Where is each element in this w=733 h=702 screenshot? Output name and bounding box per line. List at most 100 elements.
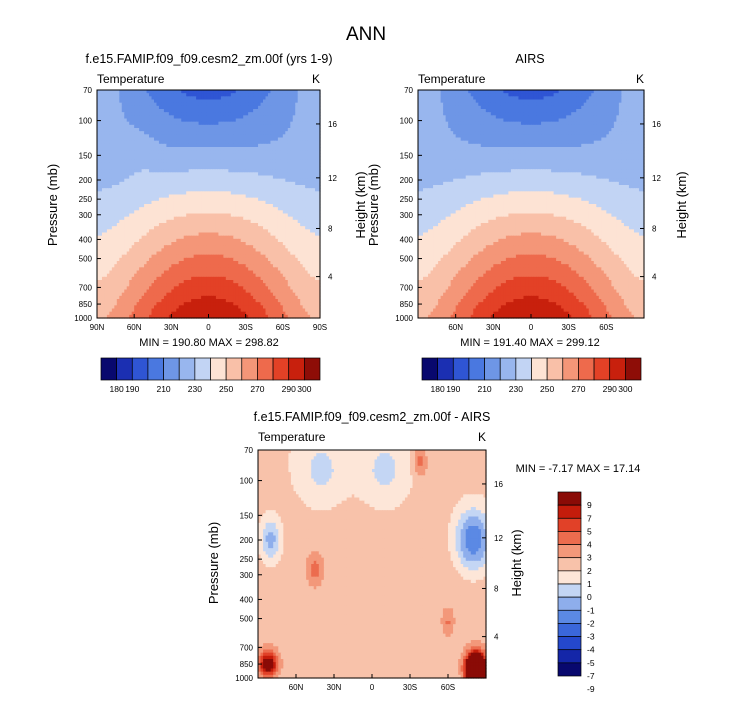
contour-cell [277, 245, 281, 249]
contour-cell [220, 191, 224, 196]
contour-cell [121, 248, 125, 253]
contour-cell [99, 219, 103, 224]
contour-cell [317, 169, 321, 173]
contour-cell [121, 109, 125, 113]
contour-cell [263, 159, 267, 164]
contour-cell [312, 172, 316, 177]
contour-cell [287, 251, 291, 256]
contour-cell [255, 147, 259, 151]
contour-cell [156, 229, 160, 234]
contour-cell [230, 140, 234, 145]
contour-cell [260, 216, 264, 221]
contour-cell [228, 257, 232, 262]
contour-cell [168, 245, 172, 249]
contour-cell [161, 137, 165, 142]
contour-cell [290, 109, 294, 113]
contour-cell [260, 93, 264, 97]
contour-cell [290, 102, 294, 107]
contour-cell [126, 232, 130, 237]
contour-cell [129, 204, 133, 208]
contour-cell [134, 248, 138, 253]
contour-cell [238, 223, 242, 227]
contour-cell [114, 156, 118, 161]
contour-cell [235, 109, 239, 113]
contour-cell [134, 99, 138, 104]
contour-cell [253, 185, 257, 189]
contour-cell [121, 169, 125, 173]
contour-cell [136, 242, 140, 246]
contour-cell [129, 137, 133, 142]
contour-cell [260, 191, 264, 196]
contour-cell [109, 96, 113, 101]
contour-cell [233, 166, 237, 170]
contour-cell [158, 229, 163, 234]
contour-cell [270, 93, 274, 97]
contour-cell [156, 143, 160, 148]
contour-cell [109, 232, 113, 237]
contour-cell [149, 143, 153, 148]
contour-cell [163, 200, 167, 205]
contour-cell [253, 232, 257, 237]
contour-cell [151, 99, 155, 104]
contour-cell [235, 242, 239, 246]
contour-cell [178, 257, 182, 262]
contour-cell [178, 109, 182, 113]
contour-cell [161, 226, 165, 230]
contour-cell [270, 134, 274, 139]
contour-cell [126, 191, 130, 196]
contour-cell [292, 254, 296, 259]
contour-cell [134, 90, 138, 94]
contour-cell [99, 159, 103, 164]
contour-cell [265, 219, 269, 224]
contour-cell [240, 156, 244, 161]
contour-cell [280, 197, 284, 202]
contour-cell [292, 232, 296, 237]
contour-cell [119, 124, 123, 129]
contour-cell [317, 143, 321, 148]
contour-cell [193, 162, 197, 167]
contour-cell [305, 109, 309, 113]
contour-cell [250, 257, 254, 262]
contour-cell [121, 131, 125, 135]
contour-cell [248, 178, 252, 183]
contour-cell [263, 223, 267, 227]
contour-cell [106, 232, 110, 237]
contour-cell [300, 238, 304, 243]
contour-cell [213, 115, 217, 120]
contour-cell [183, 121, 187, 126]
contour-cell [280, 204, 284, 208]
contour-cell [188, 248, 192, 253]
contour-cell [126, 216, 130, 221]
contour-cell [267, 242, 272, 246]
contour-cell [201, 248, 205, 253]
contour-cell [315, 197, 319, 202]
contour-cell [191, 235, 195, 240]
contour-cell [126, 93, 130, 97]
contour-cell [272, 210, 276, 215]
contour-cell [188, 185, 192, 189]
contour-cell [280, 102, 284, 107]
contour-cell [196, 105, 200, 110]
contour-cell [248, 213, 252, 218]
contour-cell [292, 200, 296, 205]
contour-cell [173, 124, 177, 129]
contour-cell [158, 232, 163, 237]
contour-cell [99, 105, 103, 110]
contour-cell [208, 156, 212, 161]
contour-cell [282, 254, 286, 259]
contour-cell [223, 169, 227, 173]
contour-cell [136, 131, 140, 135]
contour-cell [119, 143, 123, 148]
contour-cell [153, 238, 158, 243]
contour-cell [121, 137, 125, 142]
contour-cell [139, 207, 143, 211]
contour-cell [124, 194, 128, 199]
contour-cell [124, 197, 128, 202]
contour-cell [218, 232, 222, 237]
contour-cell [163, 93, 167, 97]
contour-cell [302, 112, 306, 116]
contour-cell [282, 90, 286, 94]
contour-cell [146, 191, 150, 196]
contour-cell [225, 169, 229, 173]
contour-cell [208, 238, 212, 243]
